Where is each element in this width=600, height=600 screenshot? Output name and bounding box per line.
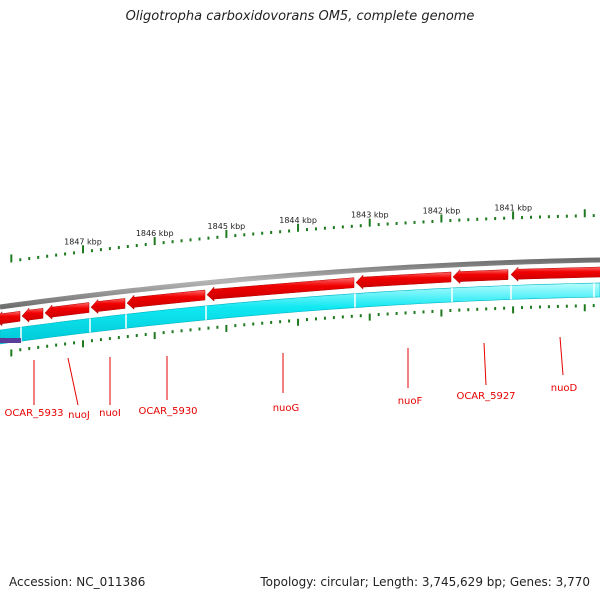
gene-label[interactable]: OCAR_5927 <box>456 391 515 402</box>
gene-track <box>0 266 600 327</box>
gene-label[interactable]: OCAR_5930 <box>138 406 197 417</box>
scale-tick-label: 1842 kbp <box>423 206 461 215</box>
gene-arrow[interactable] <box>21 307 44 323</box>
gene-label-leaders <box>33 336 564 406</box>
accession-text: Accession: NC_011386 <box>9 575 146 589</box>
scale-tick-label: 1846 kbp <box>136 229 174 238</box>
gene-arrow[interactable] <box>355 271 452 290</box>
gene-label[interactable]: nuoJ <box>68 410 90 421</box>
gene-arrow[interactable] <box>510 266 600 282</box>
genome-backbone <box>0 257 600 310</box>
genome-title: Oligotropha carboxidovorans OM5, complet… <box>125 9 475 24</box>
scale-tick-label: 1845 kbp <box>208 222 246 231</box>
gene-arrow[interactable] <box>0 311 21 327</box>
scale-ticks-lower <box>10 304 595 357</box>
label-leader-line <box>559 336 564 376</box>
gene-arrow[interactable] <box>452 268 509 285</box>
genome-stats-text: Topology: circular; Length: 3,745,629 bp… <box>260 575 590 589</box>
scale-tick-label: 1847 kbp <box>64 237 102 246</box>
label-leader-line <box>483 342 487 386</box>
gene-arrow[interactable] <box>44 302 90 320</box>
other-feature-bar <box>0 338 21 343</box>
gene-arrow[interactable] <box>206 277 355 302</box>
scale-tick-label: 1841 kbp <box>494 203 532 212</box>
scale-tick-label: 1844 kbp <box>279 216 317 225</box>
label-leader-line <box>67 357 79 406</box>
scale-tick-labels: 1847 kbp 1846 kbp 1845 kbp 1844 kbp 1843 kbp… <box>64 203 532 246</box>
cds-track <box>0 282 600 345</box>
gene-label[interactable]: nuoG <box>273 403 300 414</box>
gene-label[interactable]: nuoD <box>551 383 578 394</box>
scale-tick-label: 1843 kbp <box>351 211 389 220</box>
gene-label[interactable]: nuoF <box>398 396 423 407</box>
gene-label[interactable]: OCAR_5933 <box>4 408 63 419</box>
gene-label[interactable]: nuoI <box>99 408 121 419</box>
gene-labels: OCAR_5933 nuoJ nuoI OCAR_5930 nuoG nuoF OCAR_5… <box>4 383 577 421</box>
gene-arrow[interactable] <box>90 298 126 315</box>
gene-arrow[interactable] <box>126 289 206 310</box>
scale-ticks-upper <box>10 209 595 263</box>
